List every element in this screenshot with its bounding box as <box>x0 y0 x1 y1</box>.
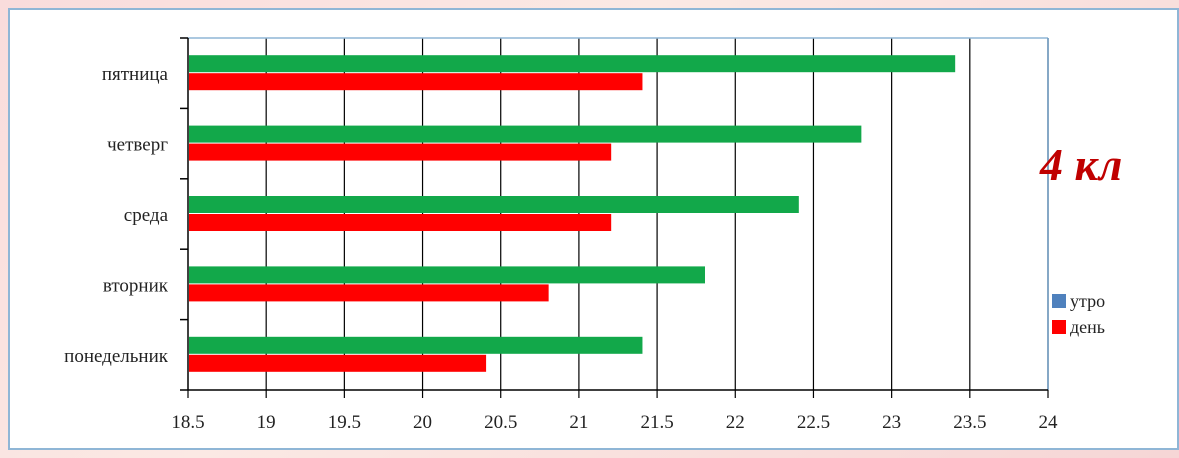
x-tick-label: 23 <box>882 412 901 433</box>
x-tick-label: 22.5 <box>797 412 830 433</box>
x-tick-label: 21 <box>569 412 588 433</box>
bar-день-0 <box>189 354 487 372</box>
bar-день-1 <box>189 284 549 302</box>
legend-swatch-утро <box>1052 294 1066 308</box>
bar-утро-0 <box>189 336 643 354</box>
category-label: понедельник <box>64 346 169 367</box>
category-label: четверг <box>107 135 168 156</box>
bar-день-3 <box>189 143 612 161</box>
category-label: пятница <box>102 64 169 85</box>
x-tick-label: 20.5 <box>484 412 517 433</box>
legend-swatch-день <box>1052 320 1066 334</box>
bar-утро-3 <box>189 125 862 143</box>
legend-label: утро <box>1070 291 1105 311</box>
category-label: среда <box>124 205 169 226</box>
category-label: вторник <box>103 275 169 296</box>
x-tick-label: 19 <box>257 412 276 433</box>
x-tick-label: 21.5 <box>640 412 673 433</box>
x-tick-label: 23.5 <box>953 412 986 433</box>
bar-утро-2 <box>189 196 799 213</box>
bar-утро-1 <box>189 266 705 284</box>
bar-день-4 <box>189 73 643 91</box>
x-tick-label: 19.5 <box>328 412 361 433</box>
x-tick-label: 20 <box>413 412 432 433</box>
x-tick-label: 22 <box>726 412 745 433</box>
x-tick-label: 18.5 <box>171 412 204 433</box>
bar-утро-4 <box>189 55 956 73</box>
legend-label: день <box>1070 317 1105 337</box>
x-tick-label: 24 <box>1039 412 1059 433</box>
slide-title-fragment: 4 кл <box>1040 139 1123 190</box>
bar-день-2 <box>189 214 612 231</box>
